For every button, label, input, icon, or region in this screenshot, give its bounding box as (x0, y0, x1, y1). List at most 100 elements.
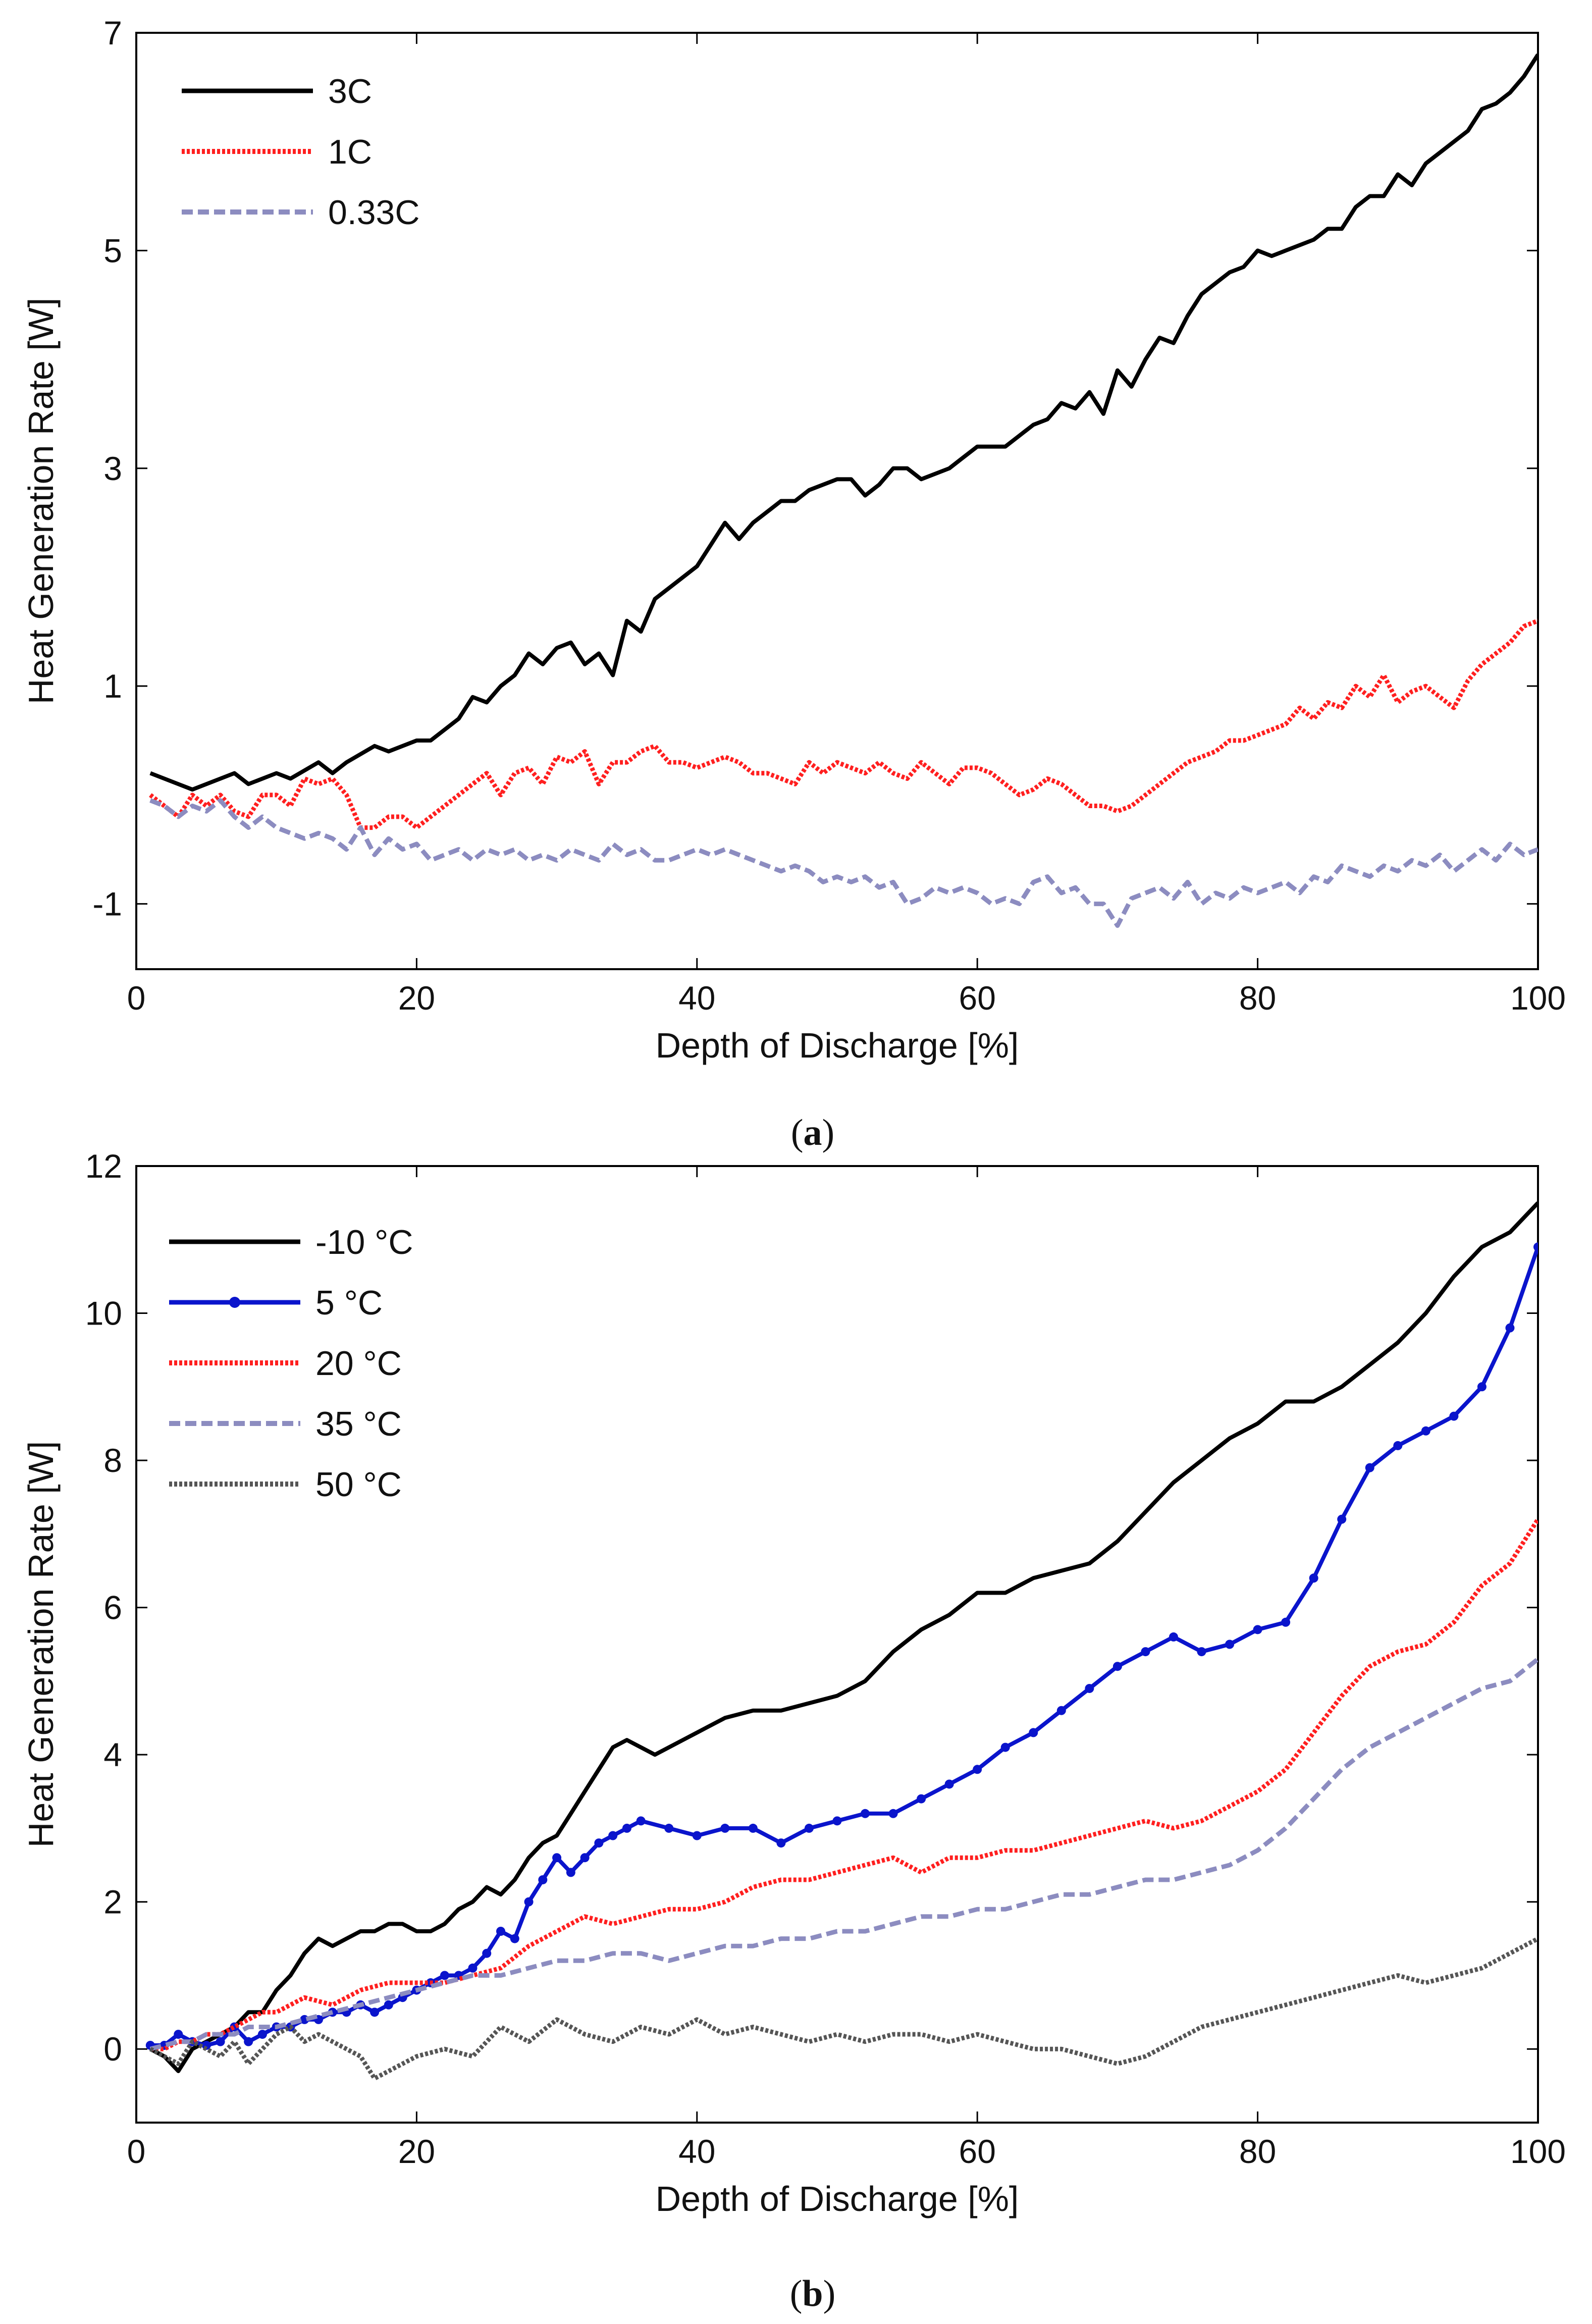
legend: -10 °C 5 °C 20 °C 35 °C 50 °C (169, 1223, 413, 1504)
legend-label: 5 °C (315, 1284, 383, 1322)
series-marker (1000, 1742, 1010, 1752)
legend-marker (229, 1297, 240, 1308)
y-tick-label: 7 (103, 14, 122, 51)
x-tick-label: 0 (127, 2133, 146, 2170)
series-marker (776, 1838, 786, 1848)
y-tick-label: 12 (85, 1147, 122, 1185)
x-tick-label: 20 (398, 2133, 435, 2170)
series-marker (1365, 1463, 1374, 1472)
y-axis-label: Heat Generation Rate [W] (21, 1441, 61, 1847)
series-line-2 (150, 1518, 1538, 2051)
panel-caption-part: a (804, 1112, 822, 1153)
series-marker (608, 1831, 618, 1840)
series-marker (1253, 1625, 1262, 1634)
series-marker (440, 1971, 449, 1980)
x-tick-label: 80 (1239, 979, 1276, 1017)
series-marker (384, 2000, 393, 2010)
series-marker (257, 2030, 267, 2039)
series-marker (861, 1809, 870, 1818)
series-marker (1085, 1683, 1094, 1693)
series-marker (566, 1868, 575, 1877)
legend: 3C 1C 0.33C (182, 72, 419, 232)
series-marker (468, 1963, 477, 1973)
series-marker (1421, 1426, 1430, 1436)
series-marker (1393, 1441, 1403, 1450)
series-marker (594, 1838, 604, 1848)
series-marker (973, 1765, 982, 1774)
x-axis-label: Depth of Discharge [%] (656, 2179, 1019, 2219)
panel-caption: (b) (790, 2273, 835, 2314)
series-marker (482, 1948, 492, 1958)
series-marker (552, 1853, 562, 1863)
series-marker (1141, 1647, 1150, 1657)
series-line-0 (149, 53, 1538, 792)
x-axis-label: Depth of Discharge [%] (656, 1026, 1019, 1065)
legend-label: 20 °C (315, 1344, 402, 1383)
panel-caption-part: ) (823, 2273, 836, 2314)
x-tick-label: 0 (127, 979, 146, 1017)
y-tick-label: 10 (85, 1295, 122, 1332)
series-marker (832, 1816, 842, 1826)
legend-label: 50 °C (315, 1465, 402, 1504)
y-tick-label: 8 (103, 1442, 122, 1479)
x-tick-label: 40 (678, 979, 715, 1017)
series-marker (174, 2030, 183, 2039)
series-marker (1533, 1242, 1538, 1252)
x-tick-label: 100 (1510, 979, 1566, 1017)
x-tick-label: 60 (959, 979, 995, 1017)
series-marker (1197, 1647, 1206, 1657)
series-marker (244, 2037, 253, 2046)
series-marker (370, 2008, 380, 2017)
series-marker (496, 1927, 506, 1936)
y-axis-label: Heat Generation Rate [W] (21, 298, 61, 704)
series-marker (692, 1831, 702, 1840)
series-marker (917, 1794, 926, 1804)
series-marker (622, 1823, 631, 1833)
y-tick-label: -1 (92, 885, 122, 923)
series-marker (1169, 1632, 1178, 1642)
series-marker (1477, 1382, 1487, 1392)
series-marker (1281, 1617, 1291, 1627)
series-line-4 (149, 1936, 1538, 2081)
series-marker (1056, 1706, 1066, 1715)
series-marker (664, 1823, 674, 1833)
series-marker (1449, 1411, 1459, 1421)
y-tick-label: 0 (103, 2030, 122, 2068)
x-tick-label: 100 (1510, 2133, 1566, 2170)
panel-caption-part: ) (822, 1112, 835, 1153)
series-marker (510, 1934, 519, 1943)
series-marker (538, 1875, 548, 1884)
series-marker (888, 1809, 898, 1818)
y-tick-label: 6 (103, 1589, 122, 1626)
panel-caption-part: ( (790, 2273, 803, 2314)
x-tick-label: 80 (1239, 2133, 1276, 2170)
panel-caption-part: ( (791, 1112, 804, 1153)
x-tick-label: 60 (959, 2133, 995, 2170)
panel-caption-part: b (802, 2273, 823, 2314)
panel-caption: (a) (791, 1112, 834, 1153)
series-marker (216, 2037, 225, 2046)
series-marker (1337, 1514, 1347, 1524)
series-line-2 (149, 798, 1538, 928)
series-marker (1112, 1662, 1122, 1671)
series-marker (1225, 1640, 1235, 1649)
series-marker (1309, 1573, 1318, 1583)
x-tick-label: 40 (678, 2133, 715, 2170)
series-marker (804, 1823, 814, 1833)
plot-frame (135, 32, 1539, 970)
series-line-1 (149, 618, 1538, 830)
y-tick-label: 4 (103, 1736, 122, 1773)
legend-label: -10 °C (315, 1223, 413, 1261)
chart-panel-b: 0 20 40 60 80 100 0 2 4 6 8 10 12 Depth of Discharge … (21, 1147, 1566, 2314)
series-marker (1505, 1323, 1515, 1333)
series-marker (720, 1823, 730, 1833)
x-tick-label: 20 (398, 979, 435, 1017)
series-marker (636, 1816, 646, 1826)
series-marker (1029, 1728, 1038, 1737)
series-marker (944, 1779, 954, 1789)
y-tick-label: 3 (103, 450, 122, 487)
plot-frame (135, 1165, 1539, 2124)
y-tick-label: 2 (103, 1883, 122, 1921)
series-line-0 (149, 1201, 1538, 2073)
